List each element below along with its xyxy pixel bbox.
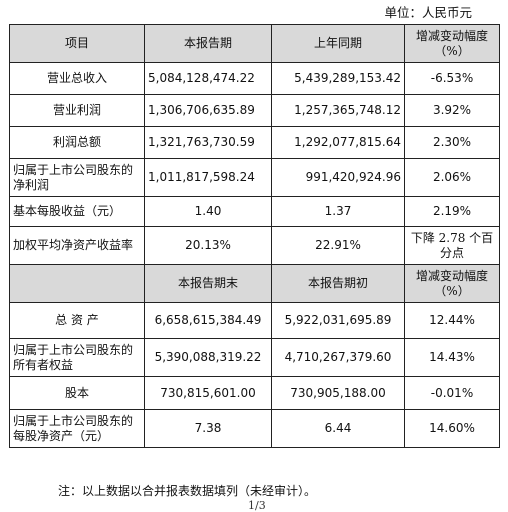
row-label: 营业总收入: [9, 62, 145, 95]
header-change-rate: 增减变动幅度（%）: [404, 24, 500, 63]
table-row: 归属于上市公司股东的净利润 1,011,817,598.24 991,420,9…: [9, 158, 500, 197]
row-current-value: 1,306,706,635.89: [144, 94, 272, 127]
row-current-value: 7.38: [144, 409, 272, 448]
row-previous-value: 1,257,365,748.12: [271, 94, 405, 127]
table-row: 营业利润 1,306,706,635.89 1,257,365,748.12 3…: [9, 94, 500, 127]
row-previous-value: 6.44: [271, 409, 405, 448]
table-subheader-row: 本报告期末 本报告期初 增减变动幅度（%）: [9, 264, 500, 303]
table-row: 营业总收入 5,084,128,474.22 5,439,289,153.42 …: [9, 62, 500, 95]
table-row: 基本每股收益（元） 1.40 1.37 2.19%: [9, 196, 500, 227]
row-change-value: -0.01%: [404, 376, 500, 410]
table-row: 加权平均净资产收益率 20.13% 22.91% 下降 2.78 个百分点: [9, 226, 500, 265]
header-blank: [9, 264, 145, 303]
table-row: 总 资 产 6,658,615,384.49 5,922,031,695.89 …: [9, 302, 500, 339]
row-change-value: -6.53%: [404, 62, 500, 95]
header-period-start: 本报告期初: [271, 264, 405, 303]
header-previous-period: 上年同期: [271, 24, 405, 63]
row-previous-value: 4,710,267,379.60: [271, 338, 405, 377]
row-label: 利润总额: [9, 126, 145, 159]
row-previous-value: 991,420,924.96: [271, 158, 405, 197]
row-previous-value: 5,922,031,695.89: [271, 302, 405, 339]
table-row: 股本 730,815,601.00 730,905,188.00 -0.01%: [9, 376, 500, 410]
row-change-value: 3.92%: [404, 94, 500, 127]
row-previous-value: 1.37: [271, 196, 405, 227]
row-current-value: 6,658,615,384.49: [144, 302, 272, 339]
row-current-value: 730,815,601.00: [144, 376, 272, 410]
row-label: 归属于上市公司股东的每股净资产（元）: [9, 409, 145, 448]
header-item: 项目: [9, 24, 145, 63]
row-label: 归属于上市公司股东的所有者权益: [9, 338, 145, 377]
row-current-value: 20.13%: [144, 226, 272, 265]
row-label: 归属于上市公司股东的净利润: [9, 158, 145, 197]
row-previous-value: 1,292,077,815.64: [271, 126, 405, 159]
financial-summary-table: 项目 本报告期 上年同期 增减变动幅度（%） 营业总收入 5,084,128,4…: [9, 24, 500, 448]
row-current-value: 1.40: [144, 196, 272, 227]
row-label: 加权平均净资产收益率: [9, 226, 145, 265]
header-period-end: 本报告期末: [144, 264, 272, 303]
row-label: 总 资 产: [9, 302, 145, 339]
row-change-value: 2.06%: [404, 158, 500, 197]
row-current-value: 5,084,128,474.22: [144, 62, 272, 95]
table-row: 利润总额 1,321,763,730.59 1,292,077,815.64 2…: [9, 126, 500, 159]
row-current-value: 5,390,088,319.22: [144, 338, 272, 377]
header-current-period: 本报告期: [144, 24, 272, 63]
row-label: 营业利润: [9, 94, 145, 127]
row-change-value: 2.30%: [404, 126, 500, 159]
row-change-value: 2.19%: [404, 196, 500, 227]
row-label: 基本每股收益（元）: [9, 196, 145, 227]
row-previous-value: 22.91%: [271, 226, 405, 265]
table-row: 归属于上市公司股东的每股净资产（元） 7.38 6.44 14.60%: [9, 409, 500, 448]
row-change-value: 12.44%: [404, 302, 500, 339]
row-change-value: 下降 2.78 个百分点: [404, 226, 500, 265]
page-number: 1/3: [248, 499, 266, 512]
row-change-value: 14.60%: [404, 409, 500, 448]
row-current-value: 1,011,817,598.24: [144, 158, 272, 197]
header-change-rate: 增减变动幅度（%）: [404, 264, 500, 303]
row-current-value: 1,321,763,730.59: [144, 126, 272, 159]
table-header-row: 项目 本报告期 上年同期 增减变动幅度（%）: [9, 24, 500, 63]
row-previous-value: 5,439,289,153.42: [271, 62, 405, 95]
row-change-value: 14.43%: [404, 338, 500, 377]
unit-label: 单位：人民币元: [384, 5, 472, 20]
table-row: 归属于上市公司股东的所有者权益 5,390,088,319.22 4,710,2…: [9, 338, 500, 377]
row-label: 股本: [9, 376, 145, 410]
table-footnote: 注：以上数据以合并报表数据填列（未经审计）。: [58, 484, 317, 498]
row-previous-value: 730,905,188.00: [271, 376, 405, 410]
